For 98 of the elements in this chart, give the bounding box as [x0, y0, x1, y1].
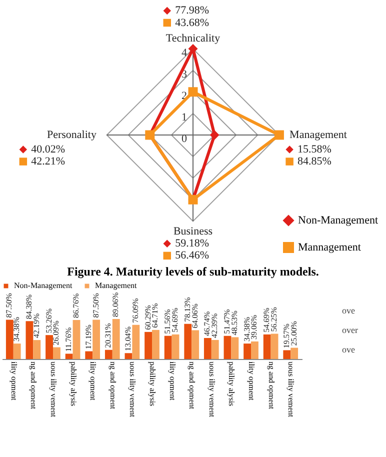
bar [192, 330, 200, 359]
bar [13, 344, 21, 359]
data-label: 54.69% [262, 307, 272, 332]
legend-label: Management [95, 281, 138, 290]
x-tick-label: uous ility vement [48, 362, 58, 418]
x-tick-label: pability alysis [148, 362, 157, 406]
y-tick-label: 0 [182, 133, 188, 145]
text: 15.58% [298, 143, 332, 156]
data-label: 54.69% [170, 307, 180, 332]
data-label: 26.09% [52, 320, 61, 346]
bar [231, 337, 239, 359]
x-tick-label: ility opment [9, 362, 18, 402]
spoke-label: Business [173, 226, 213, 238]
x-tick-label: ng and opment [188, 362, 197, 410]
bar [164, 336, 172, 359]
bar [224, 336, 232, 359]
bar [124, 353, 132, 359]
data-label: 20.31% [104, 322, 113, 348]
text: over [342, 325, 358, 335]
data-label: 87.50% [91, 292, 100, 318]
bar [144, 332, 152, 359]
bar [251, 341, 258, 359]
bar [65, 354, 73, 359]
spoke-label: Technicality [166, 32, 221, 44]
data-label: 86.76% [72, 293, 81, 318]
x-tick-label: ility opment [88, 362, 98, 402]
data-label: 60.29% [143, 304, 152, 330]
data-label: 53.26% [44, 308, 54, 334]
data-label: 25.00% [289, 320, 298, 346]
data-label: 51.56% [163, 308, 172, 334]
x-tick-label: ility opment [247, 362, 256, 402]
bar [52, 347, 60, 359]
data-label: 46.74% [202, 311, 212, 336]
bar [184, 324, 192, 359]
legend-label: Mannagement [298, 242, 361, 254]
bar [270, 334, 278, 359]
legend-label: Non-Management [298, 214, 378, 226]
data-label: 17.19% [84, 324, 93, 350]
text: Figure 4. Maturity levels of sub-maturity models. [67, 264, 319, 279]
x-tick-label: ng and opment [266, 362, 276, 410]
bar [283, 350, 291, 359]
text: 84.85% [298, 156, 332, 168]
text: 77.98% [175, 4, 210, 17]
bar [112, 319, 120, 359]
y-tick-label: 1 [182, 111, 187, 124]
bar [132, 324, 140, 359]
bar [152, 330, 160, 359]
text: ove [342, 344, 355, 354]
data-label: 64.06% [190, 303, 200, 328]
data-label: 39.06% [250, 314, 259, 340]
data-label: 87.50% [4, 292, 14, 318]
bar [6, 320, 14, 359]
spoke-label: Personality [46, 129, 97, 141]
text: 59.18% [175, 238, 210, 250]
data-label: 34.38% [12, 316, 22, 342]
legend-label: Non-Management [14, 281, 73, 290]
bar [204, 338, 212, 359]
bar [33, 340, 41, 359]
text: 43.68% [175, 16, 210, 29]
data-label: 34.38% [242, 316, 252, 342]
bar [72, 320, 80, 359]
x-tick-label: uous ility vement [286, 362, 296, 418]
spoke-label: Management [290, 129, 347, 141]
data-label: 48.53% [230, 310, 239, 336]
x-tick-label: ng and opment [108, 362, 118, 410]
data-label: 42.39% [210, 312, 220, 338]
x-tick-label: uous ility vement [207, 362, 216, 418]
bar [26, 321, 34, 359]
bar [172, 334, 180, 359]
text: 40.02% [31, 143, 66, 156]
x-tick-label: ng and opment [29, 362, 38, 410]
x-tick-label: ility opment [168, 362, 177, 402]
data-label: 19.57% [282, 323, 291, 348]
text: ove [342, 306, 355, 316]
data-label: 78.13% [182, 296, 192, 322]
data-label: 84.38% [24, 294, 34, 320]
bar [244, 344, 252, 359]
bar [104, 350, 112, 359]
data-label: 76.09% [130, 298, 140, 323]
data-label: 42.19% [32, 313, 41, 338]
data-label: 11.76% [64, 327, 74, 352]
text: 42.21% [31, 156, 66, 168]
bar [211, 340, 219, 359]
data-label: 89.06% [111, 292, 120, 317]
data-label: 13.04% [123, 326, 132, 352]
bar [92, 320, 100, 359]
x-tick-label: pability alysis [227, 362, 236, 406]
bar [85, 351, 93, 359]
data-label: 64.71% [150, 302, 160, 328]
x-tick-label: pability alysis [68, 362, 78, 406]
y-tick-label: 4 [182, 46, 188, 59]
bar [46, 335, 53, 359]
bar [290, 348, 298, 359]
text: 56.46% [175, 250, 210, 262]
bar [263, 334, 271, 359]
x-tick-label: uous ility vement [128, 362, 138, 418]
data-label: 51.47% [222, 308, 232, 334]
data-label: 56.25% [270, 306, 279, 332]
